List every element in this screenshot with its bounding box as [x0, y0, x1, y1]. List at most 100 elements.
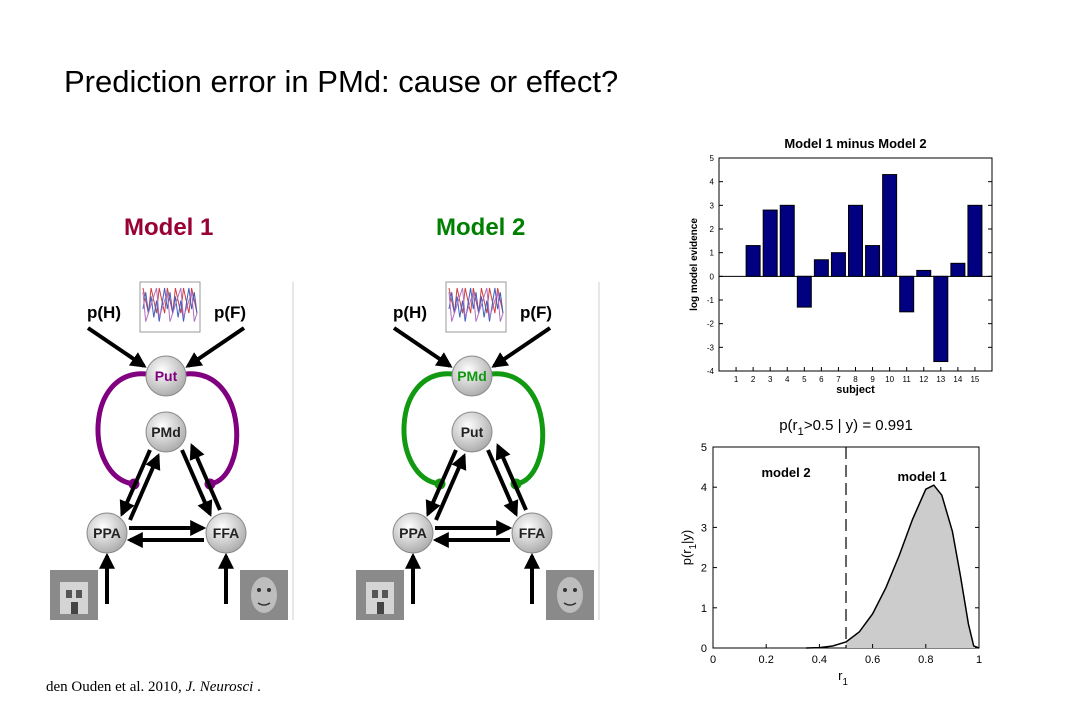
y-tick-label: 3: [710, 201, 715, 210]
bar: [848, 204, 863, 277]
connection-arrow: [189, 443, 222, 511]
bar-chart-title: Model 1 minus Model 2: [784, 136, 926, 151]
connection-arrow: [486, 449, 519, 517]
connection-arrow: [495, 443, 528, 511]
bar: [882, 174, 898, 277]
x-tick-label: 8: [853, 375, 858, 384]
x-tick-label: 12: [919, 375, 928, 384]
x-tick-label: 3: [768, 375, 773, 384]
node-top: [145, 355, 187, 397]
face-mouth: [563, 602, 577, 606]
input-label: p(H): [393, 303, 427, 322]
citation-authors: den Ouden et al. 2010,: [46, 679, 182, 695]
input-arrow: [392, 326, 453, 368]
y-tick-label: -1: [707, 296, 715, 305]
node-right-label: FFA: [213, 525, 239, 541]
face-eye: [563, 588, 567, 592]
house-window: [76, 590, 82, 598]
node-left: [86, 512, 128, 554]
timeseries-trace: [142, 287, 198, 322]
face-shape: [557, 577, 583, 613]
bar: [745, 245, 761, 277]
y-tick-label: -4: [707, 367, 715, 376]
citation-journal: J. Neurosci: [185, 679, 254, 695]
house-window: [382, 590, 388, 598]
y-tick-label: -3: [707, 343, 715, 352]
node-right: [205, 512, 247, 554]
y-tick-label: -2: [707, 320, 715, 329]
x-tick-label: 14: [953, 375, 962, 384]
face-eye: [267, 588, 271, 592]
region-label-model-2: model 2: [761, 465, 810, 480]
posterior-density-chart: p(r1>0.5 | y) = 0.991 0 1 2 3 4 5 0 0.2 0.4 0.6 0.8…: [679, 417, 982, 688]
citation-end: .: [253, 679, 261, 695]
x-axis-label: subject: [836, 384, 875, 396]
y-tick-label: 4: [710, 178, 715, 187]
face-shape: [251, 577, 277, 613]
node-right: [511, 512, 553, 554]
x-tick-label: 10: [885, 375, 894, 384]
x-tick-label: 9: [870, 375, 875, 384]
modulation-loop: [401, 371, 546, 487]
timeseries-trace: [448, 287, 504, 322]
bar: [813, 259, 829, 277]
slide-title: Prediction error in PMd: cause or effect…: [64, 64, 619, 99]
y-tick-label: 1: [710, 249, 715, 258]
node-top: [451, 355, 493, 397]
y-axis-label: p(r1|y): [679, 530, 699, 566]
node-left-label: PPA: [93, 525, 121, 541]
bar: [865, 245, 881, 277]
x-tick-label: 15: [970, 375, 979, 384]
house-door: [71, 602, 78, 614]
face-eye: [257, 588, 261, 592]
connection-arrow: [119, 449, 152, 517]
bar: [967, 204, 983, 277]
input-label: p(F): [520, 303, 552, 322]
y-tick-label: 1: [701, 603, 707, 615]
citation: den Ouden et al. 2010, J. Neurosci .: [46, 679, 261, 696]
modulation-loop: [95, 371, 240, 487]
y-tick-label: 2: [701, 563, 707, 575]
x-tick-label: 0: [710, 654, 716, 666]
house-door: [377, 602, 384, 614]
node-middle-label: PMd: [151, 424, 181, 440]
node-right-label: FFA: [519, 525, 545, 541]
node-left: [392, 512, 434, 554]
connection-arrow: [425, 449, 458, 517]
bar: [916, 269, 932, 277]
x-tick-label: 0.2: [759, 654, 774, 666]
connection-arrow: [180, 449, 213, 517]
x-tick-label: 7: [836, 375, 841, 384]
x-tick-label: 1: [734, 375, 739, 384]
connection-arrow: [128, 453, 161, 521]
y-tick-label: 0: [710, 272, 715, 281]
input-arrow: [491, 326, 552, 368]
y-tick-label: 4: [701, 482, 707, 494]
node-middle: [145, 411, 187, 453]
connection-arrow: [434, 453, 467, 521]
x-tick-label: 2: [751, 375, 756, 384]
posterior-density-line: [806, 484, 980, 649]
node-left-label: PPA: [399, 525, 427, 541]
input-label: p(H): [87, 303, 121, 322]
region-label-model-1: model 1: [897, 469, 946, 484]
y-tick-label: 5: [710, 154, 715, 163]
posterior-fill-model-1: [846, 485, 979, 648]
bar: [830, 252, 846, 277]
x-tick-label: 4: [785, 375, 790, 384]
timeseries-trace: [448, 287, 504, 314]
x-tick-label: 0.6: [865, 654, 880, 666]
node-middle: [451, 411, 493, 453]
bar: [933, 275, 949, 363]
x-axis-label: r1: [838, 668, 848, 688]
bar: [950, 262, 966, 277]
input-arrow: [86, 326, 147, 368]
posterior-chart-title: p(r1>0.5 | y) = 0.991: [779, 417, 913, 438]
bar: [899, 275, 915, 313]
node-top-label: Put: [155, 368, 178, 384]
model-2-diagram: p(H) p(F) PMd Put PPA FFA: [356, 281, 600, 620]
x-tick-label: 0.4: [812, 654, 827, 666]
x-tick-label: 11: [903, 375, 912, 384]
x-tick-label: 1: [976, 654, 982, 666]
